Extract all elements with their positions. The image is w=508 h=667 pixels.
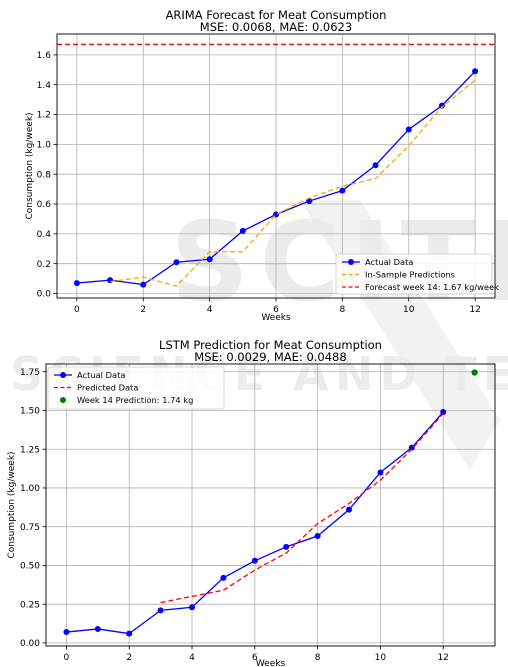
- y-tick-label: 1.6: [37, 51, 52, 61]
- legend-swatch: [60, 397, 66, 403]
- data-point: [283, 544, 289, 550]
- y-tick-label: 1.50: [20, 407, 40, 417]
- data-point: [95, 626, 101, 632]
- data-point: [220, 575, 226, 581]
- series-1: [161, 414, 444, 603]
- data-point: [173, 259, 179, 265]
- data-point: [63, 629, 69, 635]
- y-tick-label: 0.0: [37, 290, 52, 300]
- data-point: [315, 533, 321, 539]
- y-tick-label: 1.4: [37, 81, 52, 91]
- x-tick-label: 0: [74, 305, 80, 315]
- legend-label: In-Sample Predictions: [365, 270, 455, 280]
- x-tick-label: 8: [315, 653, 321, 663]
- x-axis-label: Weeks: [261, 313, 291, 323]
- y-tick-label: 0.25: [20, 600, 40, 610]
- data-point: [126, 631, 132, 637]
- x-tick-label: 12: [469, 305, 480, 315]
- y-tick-label: 0.50: [20, 562, 40, 572]
- legend-label: Week 14 Prediction: 1.74 kg: [77, 395, 193, 405]
- data-point: [346, 507, 352, 513]
- watermark: SCITE SCIENCE AND TECHN: [10, 198, 508, 470]
- series-2: [471, 369, 477, 375]
- data-point: [207, 256, 213, 262]
- y-axis-label: Consumption (kg/week): [7, 451, 17, 558]
- y-tick-label: 0.6: [37, 200, 52, 210]
- y-tick-label: 1.25: [20, 445, 40, 455]
- x-axis-label: Weeks: [256, 659, 286, 667]
- chart-subtitle: MSE: 0.0029, MAE: 0.0488: [194, 350, 346, 364]
- legend-label: Forecast week 14: 1.67 kg/week: [365, 282, 499, 292]
- y-tick-label: 1.75: [20, 368, 40, 378]
- x-tick-label: 2: [140, 305, 146, 315]
- x-tick-label: 10: [375, 653, 387, 663]
- y-tick-label: 1.00: [20, 484, 40, 494]
- legend-swatch-marker: [60, 372, 66, 378]
- y-axis-label: Consumption (kg/week): [25, 112, 35, 219]
- data-point: [107, 277, 113, 283]
- y-tick-label: 0.2: [37, 260, 51, 270]
- data-point: [158, 607, 164, 613]
- x-tick-label: 2: [126, 653, 132, 663]
- y-tick-label: 0.00: [20, 639, 40, 649]
- data-point: [339, 188, 345, 194]
- y-tick-label: 1.0: [37, 141, 52, 151]
- data-point: [472, 68, 478, 74]
- series-line: [161, 414, 444, 603]
- prediction-point: [471, 369, 477, 375]
- x-tick-label: 8: [339, 305, 345, 315]
- legend-swatch-marker: [348, 259, 354, 265]
- legend-label: Actual Data: [77, 370, 125, 380]
- data-point: [252, 558, 258, 564]
- x-tick-label: 4: [189, 653, 195, 663]
- chart-subtitle: MSE: 0.0068, MAE: 0.0623: [200, 20, 352, 34]
- data-point: [406, 126, 412, 132]
- data-point: [140, 282, 146, 288]
- x-tick-label: 12: [437, 653, 448, 663]
- data-point: [240, 228, 246, 234]
- y-tick-label: 0.75: [20, 523, 40, 533]
- x-tick-label: 4: [207, 305, 213, 315]
- legend: Actual Data Predicted Data Week 14 Predict…: [48, 367, 224, 409]
- data-point: [189, 604, 195, 610]
- x-tick-label: 10: [403, 305, 415, 315]
- data-point: [373, 162, 379, 168]
- legend-label: Predicted Data: [77, 383, 138, 393]
- legend: Actual Data In-Sample Predictions Forecast…: [336, 254, 499, 294]
- legend-label: Actual Data: [365, 257, 413, 267]
- y-tick-label: 1.2: [37, 111, 51, 121]
- data-point: [377, 469, 383, 475]
- y-tick-label: 0.4: [37, 230, 52, 240]
- x-tick-label: 0: [64, 653, 70, 663]
- y-tick-label: 0.8: [37, 170, 52, 180]
- data-point: [74, 280, 80, 286]
